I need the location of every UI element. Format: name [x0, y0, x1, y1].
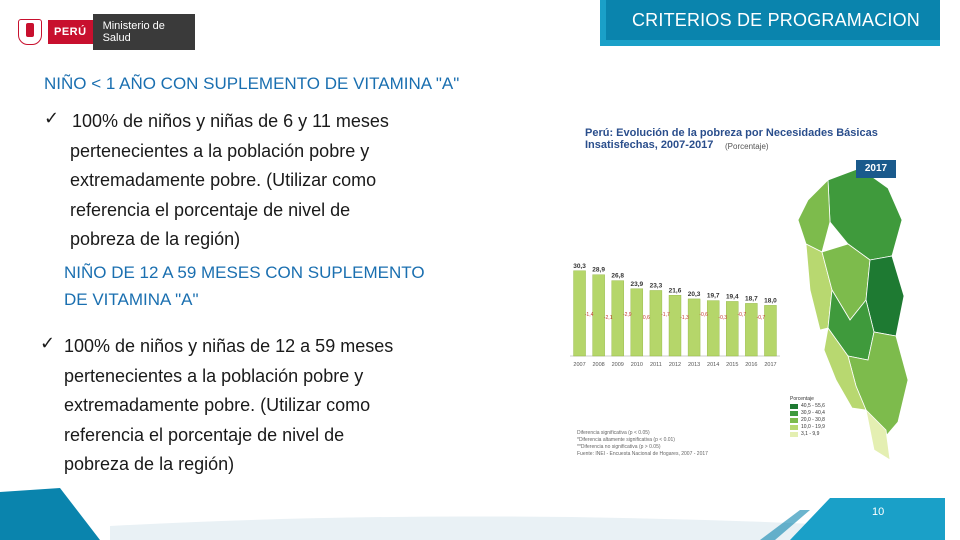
- chart-variation-label: -0,6: [699, 312, 708, 318]
- chart-bar: [592, 274, 605, 357]
- chart-category-label: 2012: [669, 362, 681, 368]
- chart-bar: [745, 303, 758, 357]
- chart-bar: [649, 290, 663, 357]
- bullet-text-children: 100% de niños y niñas de 12 a 59 meses p…: [64, 332, 486, 480]
- bullet-text-infants: 100% de niños y niñas de 6 y 11 meses pe…: [70, 107, 474, 255]
- legend-label: 30,9 - 40,4: [801, 410, 825, 416]
- chart-category-label: 2017: [764, 362, 776, 368]
- checkmark-icon: ✓: [40, 333, 56, 354]
- map-legend: Porcentaje 40,5 - 55,6 30,9 - 40,4 20,0 - …: [790, 396, 825, 438]
- chart-bar: [668, 295, 682, 357]
- text-line: referencia el porcentaje de nivel de: [64, 424, 345, 445]
- ministry-label: Ministerio de Salud: [92, 14, 195, 50]
- text-line: pobreza de la región): [64, 454, 235, 474]
- ministry-logo: PERÚ Ministerio de Salud: [18, 14, 195, 50]
- legend-title: Porcentaje: [790, 396, 814, 402]
- chart-variation-label: -2,1: [604, 315, 613, 321]
- text-line: pertenecientes a la población pobre y: [64, 365, 364, 386]
- footer-wave: [0, 488, 945, 540]
- map-region-southwest: [823, 326, 867, 411]
- legend-item: 40,5 - 55,6: [790, 403, 825, 409]
- chart-bar: [687, 298, 701, 357]
- footnote-line: *Diferencia altamente significativa (p <…: [577, 437, 675, 443]
- heading-line: NIÑO DE 12 A 59 MESES CON SUPLEMENTO: [64, 263, 425, 282]
- chart-value-label: 23,3: [650, 282, 663, 289]
- chart-category-label: 2014: [707, 362, 719, 368]
- footnote-line: Fuente: INEI - Encuesta Nacional de Hoga…: [577, 451, 708, 457]
- text-line: referencia el porcentaje de nivel de: [70, 199, 351, 220]
- chart-bar: [630, 288, 644, 357]
- chart-variation-label: -1,3: [680, 315, 689, 321]
- page-number: 10: [872, 506, 885, 518]
- text-line: pobreza de la región): [70, 229, 241, 249]
- legend-label: 3,1 - 9,9: [801, 431, 820, 437]
- text-line: extremadamente pobre. (Utilizar como: [70, 170, 377, 190]
- figure-title: Perú: Evolución de la pobreza por Necesi…: [585, 127, 878, 151]
- legend-label: 10,0 - 19,9: [801, 424, 825, 430]
- chart-value-label: 18,7: [745, 295, 758, 302]
- chart-bar: [764, 305, 777, 357]
- legend-item: 10,0 - 19,9: [790, 424, 825, 430]
- map-region-north: [827, 167, 903, 261]
- text-line: 100% de niños y niñas de 6 y 11 meses: [72, 111, 389, 131]
- legend-swatch: [790, 431, 798, 437]
- chart-variation-label: -2,9: [623, 312, 632, 318]
- map-region-northwest: [797, 179, 831, 253]
- chart-bar: [573, 270, 586, 357]
- chart-category-label: 2008: [593, 362, 605, 368]
- legend-swatch: [790, 424, 798, 430]
- chart-variation-label: -0,7: [738, 312, 747, 318]
- chart-variation-label: -0,7: [757, 315, 766, 321]
- chart-value-label: 19,7: [707, 293, 720, 300]
- chart-bar: [611, 280, 624, 357]
- chart-category-label: 2007: [573, 362, 585, 368]
- footnote-line: **Diferencia no significativa (p > 0.05): [577, 444, 661, 450]
- chart-variation-label: 0,6: [643, 315, 650, 321]
- chart-value-label: 23,9: [630, 281, 643, 288]
- legend-item: 3,1 - 9,9: [790, 431, 825, 437]
- chart-value-label: 18,0: [764, 297, 777, 304]
- section-heading-children: NIÑO DE 12 A 59 MESES CON SUPLEMENTO DE …: [64, 259, 425, 313]
- legend-label: 40,5 - 55,6: [801, 403, 825, 409]
- chart-bar: [706, 300, 720, 357]
- chart-category-label: 2015: [726, 362, 738, 368]
- legend-item: 30,9 - 40,4: [790, 410, 825, 416]
- chart-variation-label: -1,4: [585, 312, 594, 318]
- chart-category-label: 2013: [688, 362, 700, 368]
- chart-value-label: 30,3: [573, 263, 586, 270]
- text-line: extremadamente pobre. (Utilizar como: [64, 395, 371, 415]
- page-title: CRITERIOS DE PROGRAMACION: [606, 0, 940, 40]
- peru-map: [797, 167, 909, 461]
- text-line: pertenecientes a la población pobre y: [70, 140, 370, 161]
- figure-footnote: Diferencia significativa (p < 0.05) *Dif…: [577, 430, 727, 458]
- figure-subtitle: (Porcentaje): [725, 142, 769, 151]
- poverty-bar-chart: 30,3 2007 28,9 2008 26,8 2009 23,9 2010 23,3 2011…: [570, 263, 780, 368]
- chart-bar: [726, 301, 739, 357]
- chart-value-label: 20,3: [688, 291, 701, 298]
- checkmark-icon: ✓: [44, 108, 60, 129]
- legend-swatch: [790, 410, 798, 416]
- legend-swatch: [790, 403, 798, 409]
- chart-category-label: 2016: [745, 362, 757, 368]
- legend-item: 20,0 - 30,8: [790, 417, 825, 423]
- chart-category-label: 2011: [650, 362, 662, 368]
- map-year-badge: 2017: [856, 160, 896, 178]
- chart-value-label: 26,8: [611, 273, 624, 280]
- heading-line: DE VITAMINA "A": [64, 290, 199, 309]
- chart-category-label: 2009: [612, 362, 624, 368]
- section-heading-infants: NIÑO < 1 AÑO CON SUPLEMENTO DE VITAMINA …: [44, 74, 460, 93]
- legend-label: 20,0 - 30,8: [801, 417, 825, 423]
- chart-variation-label: -0,3: [718, 315, 727, 321]
- text-line: 100% de niños y niñas de 12 a 59 meses: [64, 336, 394, 356]
- chart-value-label: 28,9: [592, 267, 605, 274]
- coat-of-arms-icon: [18, 19, 42, 45]
- chart-value-label: 21,6: [669, 287, 682, 294]
- chart-value-label: 19,4: [726, 293, 739, 300]
- chart-variation-label: -1,7: [661, 312, 670, 318]
- chart-category-label: 2010: [631, 362, 643, 368]
- country-label: PERÚ: [48, 20, 93, 44]
- map-region-far-south: [865, 408, 891, 461]
- footnote-line: Diferencia significativa (p < 0.05): [577, 430, 650, 436]
- legend-swatch: [790, 417, 798, 423]
